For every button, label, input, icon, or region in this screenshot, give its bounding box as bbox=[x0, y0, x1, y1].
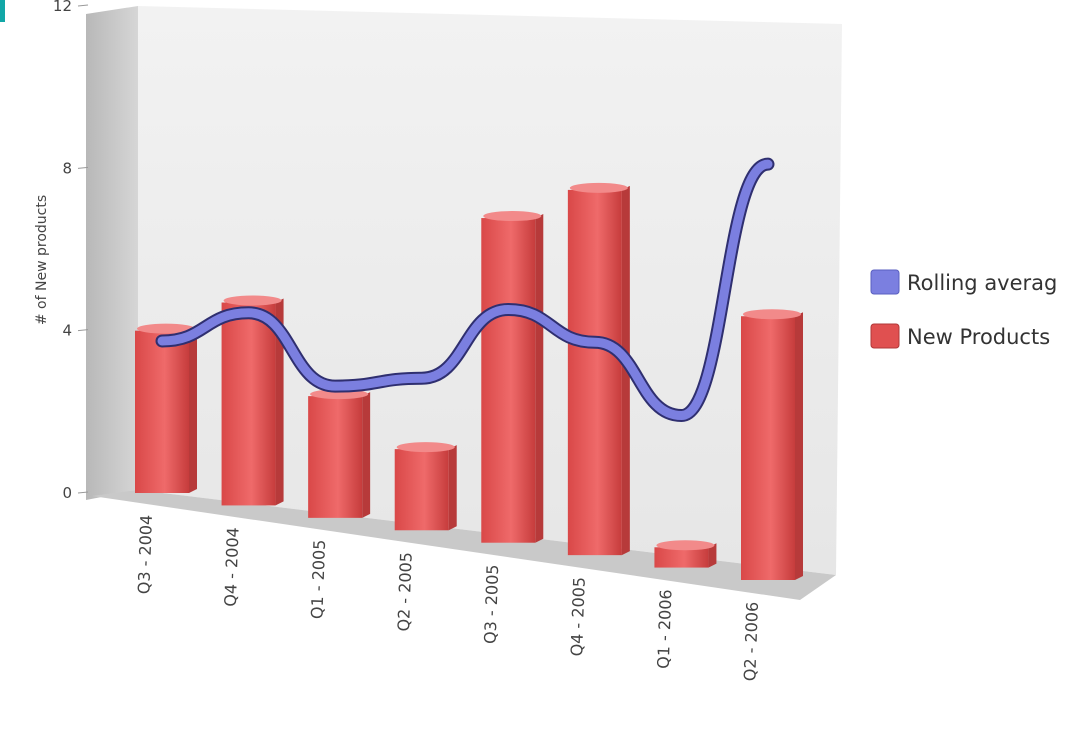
bar-side bbox=[448, 445, 457, 531]
x-tick-label: Q4 - 2005 bbox=[567, 577, 589, 657]
legend-swatch-new-products bbox=[870, 323, 900, 349]
bar-front bbox=[221, 302, 276, 506]
x-tick-label: Q1 - 2005 bbox=[307, 539, 329, 619]
bar-side bbox=[795, 312, 803, 580]
bar bbox=[741, 309, 803, 580]
bar bbox=[221, 295, 284, 506]
legend-label-new-products: New Products bbox=[907, 325, 1050, 349]
bar-front bbox=[308, 396, 363, 518]
bar-series bbox=[135, 182, 803, 580]
bar bbox=[308, 389, 371, 518]
bar-top bbox=[569, 182, 628, 193]
x-tick-label: Q1 - 2006 bbox=[654, 589, 676, 669]
y-tick-mark bbox=[77, 491, 89, 494]
bar-top bbox=[656, 540, 715, 551]
x-tick-label: Q2 - 2005 bbox=[394, 552, 416, 632]
y-tick-mark bbox=[77, 166, 89, 169]
bar-front bbox=[394, 449, 449, 531]
y-tick-label: 8 bbox=[62, 159, 72, 177]
bar bbox=[481, 211, 544, 543]
y-tick-label: 0 bbox=[62, 484, 72, 502]
bar-side bbox=[708, 543, 717, 568]
legend-item-new-products: New Products bbox=[870, 323, 1050, 349]
bar-side bbox=[189, 326, 197, 493]
chart-side-wall bbox=[86, 6, 138, 500]
bar-front bbox=[135, 330, 189, 493]
x-axis-labels: Q3 - 2004 Q4 - 2004 Q1 - 2005 Q2 - 2005 Q3 -… bbox=[134, 514, 762, 681]
x-tick-label: Q2 - 2006 bbox=[740, 601, 762, 681]
bar-front bbox=[481, 218, 536, 543]
corner-accent bbox=[0, 0, 5, 22]
x-tick-label: Q3 - 2005 bbox=[481, 564, 503, 644]
y-axis-ticks: 0 4 8 12 bbox=[53, 0, 89, 502]
legend-swatch-rolling-average bbox=[870, 269, 900, 295]
bar-side bbox=[275, 298, 284, 506]
bar-front bbox=[741, 316, 795, 580]
rolling-average-ribbon bbox=[157, 159, 773, 421]
bar-front bbox=[654, 547, 709, 568]
y-tick-mark bbox=[77, 4, 89, 7]
y-tick-label: 12 bbox=[53, 0, 72, 15]
bar-top bbox=[137, 323, 195, 334]
bar-side bbox=[362, 392, 371, 518]
line-series bbox=[155, 157, 775, 423]
x-tick-label: Q3 - 2004 bbox=[134, 514, 156, 594]
legend-item-rolling-average: Rolling averag bbox=[870, 269, 1057, 295]
bar-top bbox=[743, 309, 801, 320]
y-tick-label: 4 bbox=[62, 322, 72, 340]
bar bbox=[135, 323, 197, 493]
bar bbox=[654, 540, 717, 568]
chart-floor bbox=[92, 490, 836, 600]
bar bbox=[394, 442, 457, 531]
bar-side bbox=[535, 214, 544, 543]
bar-top bbox=[396, 442, 455, 453]
x-tick-label: Q4 - 2004 bbox=[221, 527, 243, 607]
legend-label-rolling-average: Rolling averag bbox=[907, 271, 1057, 295]
legend: Rolling averag New Products bbox=[870, 269, 1057, 349]
bar-top bbox=[223, 295, 282, 306]
y-tick-mark bbox=[77, 329, 89, 332]
y-axis-title: # of New products bbox=[34, 195, 50, 325]
bar-top bbox=[483, 211, 542, 222]
bar-front bbox=[567, 189, 622, 556]
bar bbox=[567, 182, 630, 556]
